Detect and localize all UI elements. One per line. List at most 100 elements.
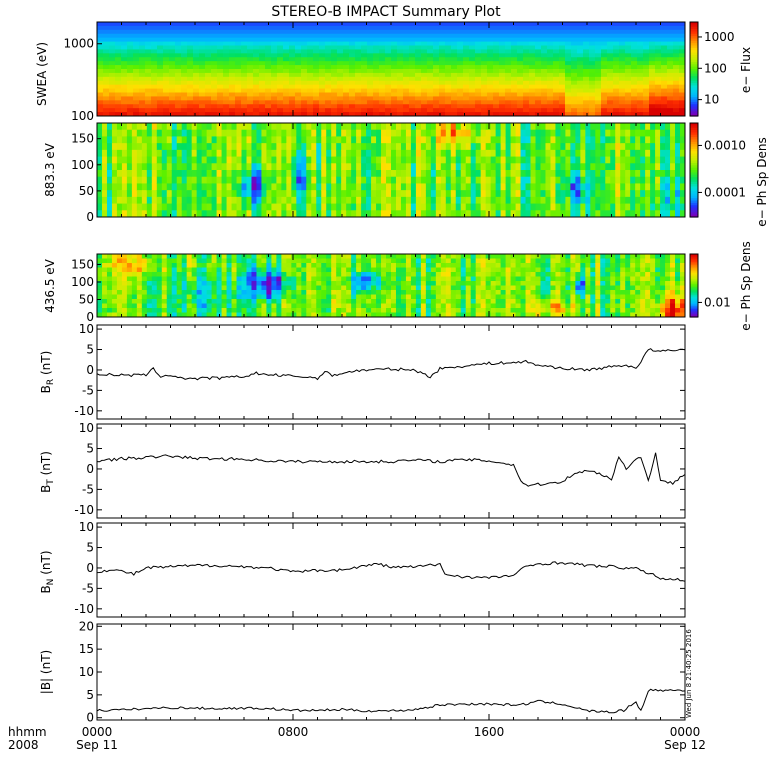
swea-cell (331, 84, 338, 90)
swea-cell (127, 65, 134, 70)
pad-cell (101, 129, 108, 138)
swea-cell (661, 37, 668, 43)
pad-cell (226, 183, 233, 191)
swea-cell (403, 22, 410, 27)
pad-cell (400, 294, 407, 300)
swea-cell (409, 29, 416, 35)
pad-cell (191, 210, 198, 217)
pad-cell (386, 210, 392, 217)
swea-cell (121, 33, 128, 39)
pad-cell (361, 210, 367, 217)
swea-cell (307, 72, 314, 78)
pad-cell (386, 143, 392, 151)
pad-cell (191, 299, 198, 305)
pad-cell (440, 136, 447, 144)
pad-cell (545, 156, 552, 164)
swea-cell (571, 88, 578, 94)
swea-cell (295, 92, 302, 98)
swea-cell (487, 61, 494, 66)
swea-cell (589, 92, 596, 98)
swea-cell (607, 69, 614, 74)
pad-cell (266, 294, 272, 300)
pad-cell (326, 129, 332, 138)
pad-cell (530, 143, 537, 151)
swea-cell (583, 88, 590, 94)
pad-cell (326, 263, 332, 269)
swea-cell (115, 61, 122, 66)
pad-cell (356, 196, 362, 205)
swea-cell (565, 104, 572, 109)
swea-cell (379, 33, 386, 39)
pad-cell (141, 149, 148, 158)
pad-cell (610, 149, 616, 158)
pad-cell (386, 190, 392, 198)
swea-cell (223, 108, 230, 113)
swea-cell (337, 37, 344, 43)
pad-cell (371, 210, 377, 217)
pad-cell (386, 196, 392, 205)
swea-cell (115, 45, 122, 51)
pad-cell (286, 149, 292, 158)
pad-cell (415, 196, 422, 205)
pad-cell (505, 136, 512, 144)
pad-cell (111, 312, 118, 317)
swea-cell (451, 92, 458, 98)
pad-cell (256, 258, 263, 264)
swea-cell (169, 96, 176, 101)
pad-cell (535, 129, 542, 138)
swea-cell (331, 29, 338, 35)
pad-cell (286, 156, 292, 164)
pad-cell (670, 196, 676, 205)
pad-cell (660, 136, 666, 144)
swea-cell (541, 25, 548, 31)
swea-cell (145, 88, 152, 94)
pad-cell (101, 254, 108, 260)
swea-cell (667, 72, 674, 78)
pad-cell (141, 170, 148, 178)
swea-cell (535, 61, 542, 66)
pad-cell (286, 254, 292, 260)
swea-cell (271, 37, 278, 43)
swea-cell (391, 25, 398, 31)
pad-cell (141, 183, 148, 191)
pad-cell (376, 281, 382, 287)
pad-cell (366, 183, 372, 191)
pad-cell (286, 210, 292, 217)
swea-cell (541, 65, 548, 70)
pad-cell (331, 285, 337, 291)
pad-cell (505, 123, 512, 131)
swea-cell (565, 33, 572, 39)
pad-cell (236, 176, 243, 185)
pad-cell (266, 190, 272, 198)
swea-cell (169, 104, 176, 109)
pad-cell (405, 136, 412, 144)
pad-cell (356, 156, 362, 164)
swea-cell (145, 45, 152, 51)
pad-cell (665, 143, 671, 151)
swea-cell (343, 76, 350, 82)
pad-cell (181, 263, 188, 269)
swea-cell (487, 29, 494, 35)
pad-cell (231, 303, 238, 309)
pad-cell (351, 170, 357, 178)
swea-cell (613, 108, 620, 113)
swea-cell (325, 84, 332, 90)
swea-cell (265, 49, 272, 54)
pad-cell (565, 176, 571, 185)
pad-cell (216, 183, 223, 191)
swea-cell (469, 104, 476, 109)
pad-cell (341, 176, 347, 185)
pad-cell (336, 196, 342, 205)
swea-cell (625, 100, 632, 105)
pad-cell (181, 170, 188, 178)
swea-cell (421, 80, 428, 86)
pad-cell (316, 190, 322, 198)
swea-cell (397, 104, 404, 109)
swea-cell (643, 76, 650, 82)
pad-cell (376, 290, 382, 296)
swea-cell (565, 61, 572, 66)
swea-cell (427, 100, 434, 105)
swea-cell (139, 37, 146, 43)
pad-cell (635, 156, 641, 164)
swea-cell (649, 84, 656, 90)
